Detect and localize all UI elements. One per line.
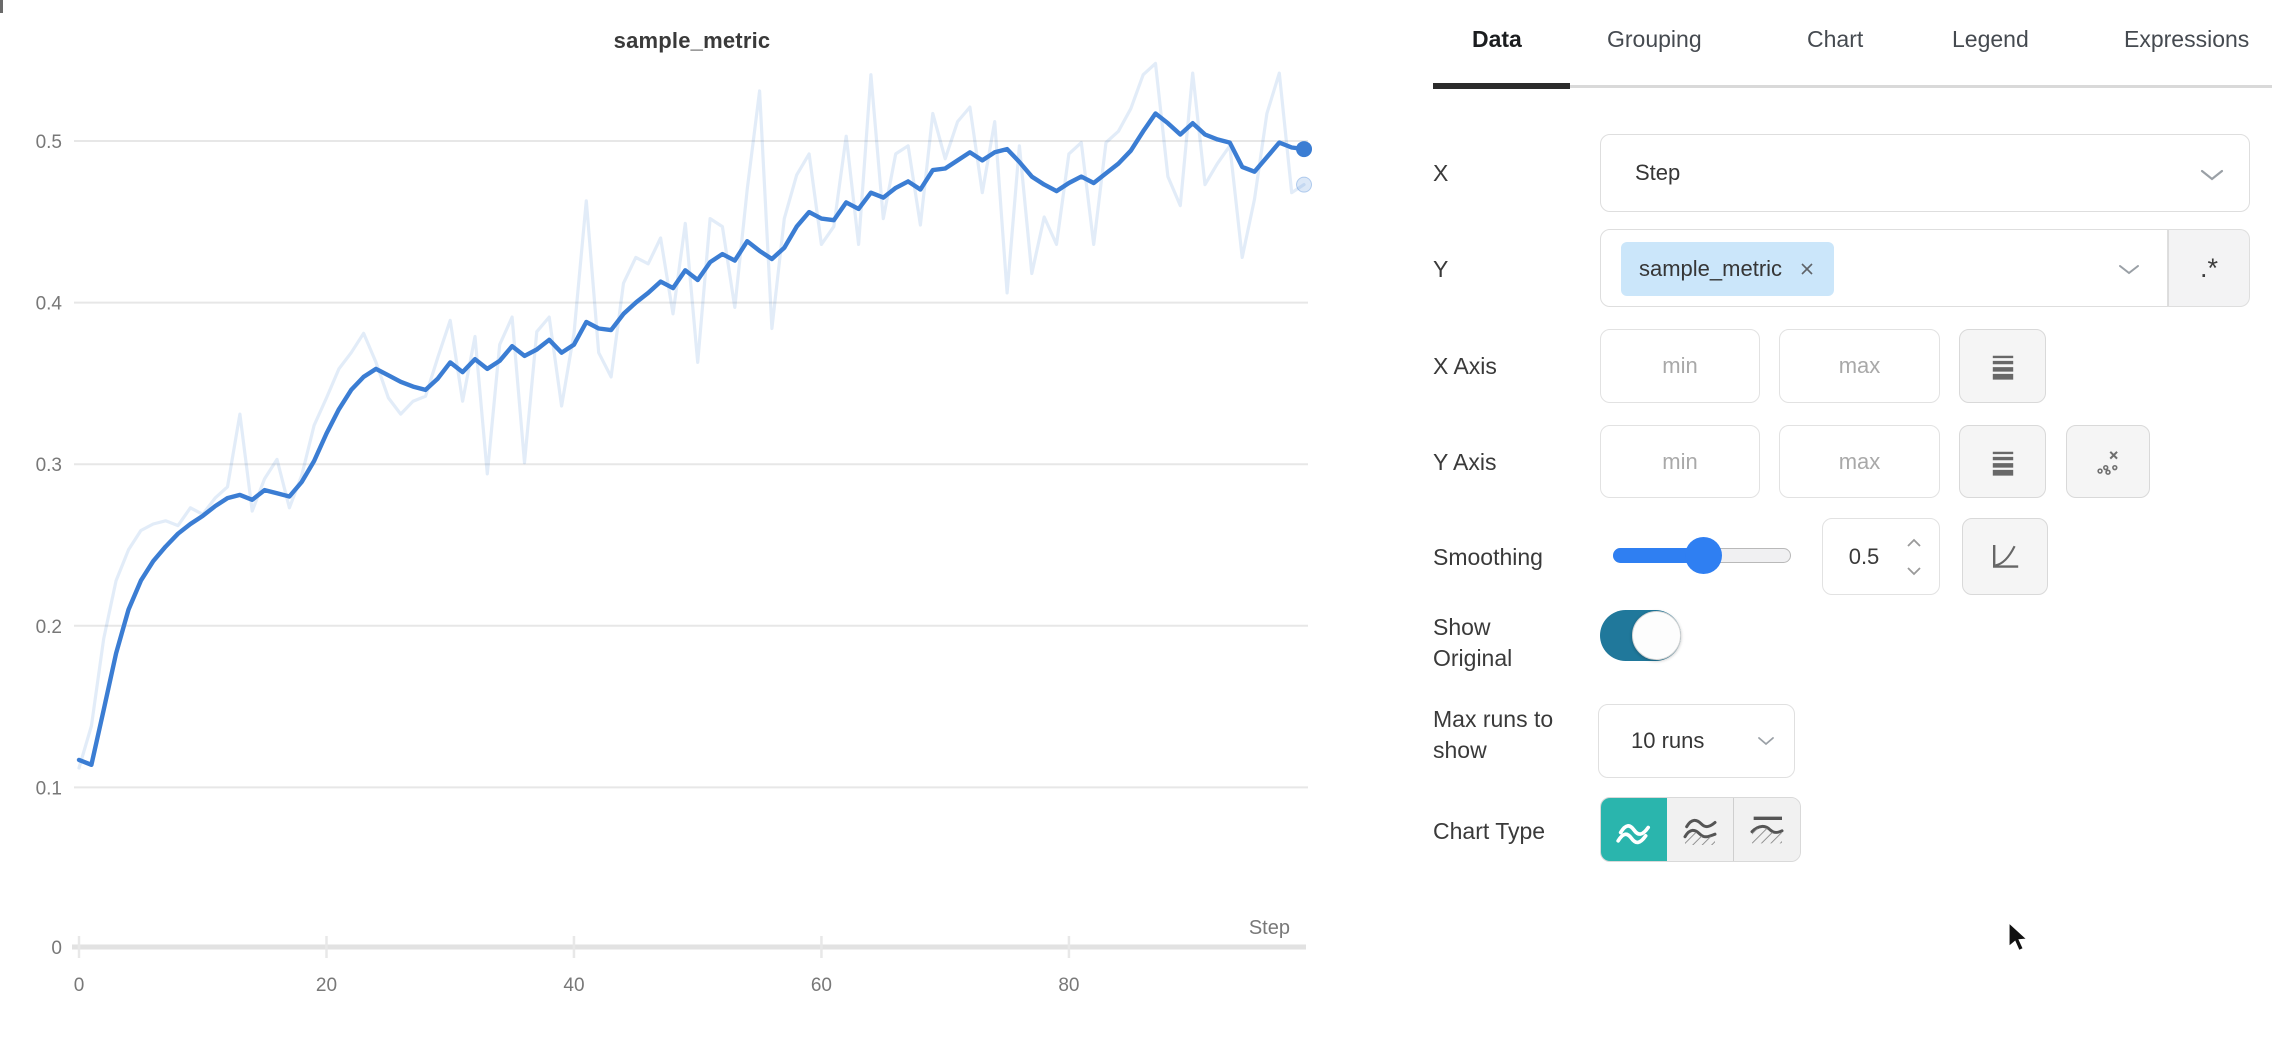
outliers-icon [2097,450,2118,475]
tab-grouping[interactable]: Grouping [1607,26,1702,52]
chevron-down-icon [2119,265,2139,275]
y-axis-log-scale-button[interactable] [1959,425,2046,498]
sample_metric-original-line [77,61,1306,770]
chart-panel: sample_metric 0 0.1 0.2 0.3 0.4 0.5 0 20 40 60 80 S… [0,0,1400,1040]
x-field-label: X [1433,160,1449,186]
smoothing-slider-fill [1613,548,1705,563]
line-plot-icon [1616,823,1651,844]
tab-legend[interactable]: Legend [1952,26,2029,52]
show-original-toggle[interactable] [1600,610,1681,661]
y-tick-label: 0.3 [36,455,62,476]
x-axis-label: X Axis [1433,353,1497,379]
x-tick-label: 20 [316,975,337,996]
chart-type-line-button[interactable] [1601,798,1668,861]
line-chart[interactable]: 0 0.1 0.2 0.3 0.4 0.5 0 20 40 60 80 Step [0,0,1400,1040]
stepper-up-icon[interactable] [1906,537,1922,548]
smoothing-slider-handle[interactable] [1685,537,1722,574]
x-field-value: Step [1635,160,1681,185]
x-tick-label: 60 [811,975,832,996]
y-axis-max-input[interactable] [1779,425,1940,498]
toggle-knob [1632,611,1681,660]
y-field-select[interactable]: sample_metric [1600,229,2168,307]
y-metric-tag: sample_metric [1621,242,1835,296]
smoothing-value-input[interactable] [1822,518,1940,595]
smoothing-label: Smoothing [1433,544,1543,570]
max-runs-dropdown[interactable]: 10 runs [1598,704,1795,778]
x-axis-max-input[interactable] [1779,329,1940,403]
sample_metric-original-end-dot [1296,176,1313,193]
log-scale-icon [1992,451,2013,476]
max-runs-value: 10 runs [1631,728,1705,753]
x-axis-title: Step [1249,917,1290,939]
show-original-label: Show Original [1433,614,1513,671]
smoothing-curve-icon [1993,544,2019,568]
remove-metric-icon[interactable] [1798,260,1816,278]
y-axis-min-input[interactable] [1600,425,1760,498]
sample_metric-smoothed-end-dot [1296,141,1313,158]
chart-type-segmented-control [1600,797,1801,862]
mouse-cursor [2008,921,2029,952]
x-field-select[interactable]: Step [1600,134,2250,212]
y-tick-label: 0.1 [36,778,62,799]
smoothing-type-button[interactable] [1962,518,2048,595]
ignore-outliers-button[interactable] [2066,425,2150,498]
stepper-down-icon[interactable] [1906,566,1922,577]
tab-underline [1433,85,2272,88]
tab-expressions[interactable]: Expressions [2124,26,2250,52]
x-tick-label: 0 [74,975,85,996]
y-tick-label: 0.4 [36,294,63,315]
chevron-down-icon [1758,737,1774,746]
y-tick-label: 0.5 [36,132,62,153]
panel-edge-mark [0,0,3,13]
log-scale-icon [1992,355,2013,380]
x-tick-label: 40 [563,975,584,996]
y-metric-tag-label: sample_metric [1639,256,1783,281]
tab-chart[interactable]: Chart [1807,26,1864,52]
chart-title: sample_metric [613,28,771,53]
chart-type-minmax-button[interactable] [1733,798,1800,861]
area-plot-icon [1683,818,1717,845]
y-axis-label: Y Axis [1433,449,1497,475]
y-field-label: Y [1433,256,1449,282]
chevron-down-icon [2200,169,2224,181]
y-tick-label: 0 [51,938,62,959]
x-axis-log-scale-button[interactable] [1959,329,2046,403]
x-axis-min-input[interactable] [1600,329,1760,403]
x-tick-label: 80 [1058,975,1079,996]
active-tab-indicator [1433,83,1570,89]
sample_metric-smoothed-line [76,111,1307,767]
tab-data[interactable]: Data [1472,26,1522,52]
minmax-plot-icon [1750,816,1784,843]
regex-toggle-button[interactable]: .* [2168,229,2250,307]
smoothing-stepper[interactable] [1906,537,1922,577]
y-tick-label: 0.2 [36,617,62,638]
max-runs-label: Max runs to show [1433,706,1554,763]
chart-type-area-button[interactable] [1667,798,1734,861]
chart-type-label: Chart Type [1433,818,1546,844]
